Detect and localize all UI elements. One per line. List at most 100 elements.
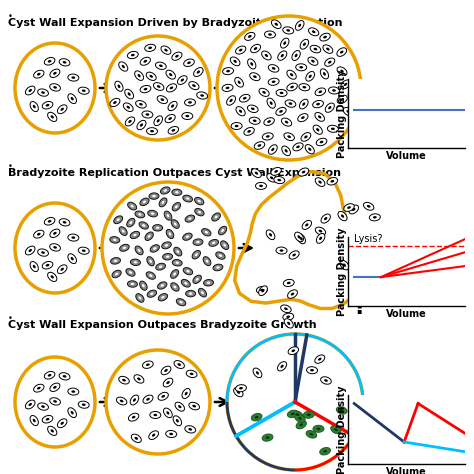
Ellipse shape [184, 282, 187, 284]
Ellipse shape [135, 246, 143, 255]
Ellipse shape [63, 375, 66, 378]
Ellipse shape [296, 146, 300, 148]
Ellipse shape [223, 244, 226, 246]
Ellipse shape [189, 402, 200, 410]
Ellipse shape [316, 138, 327, 146]
Ellipse shape [193, 68, 203, 76]
Ellipse shape [37, 249, 48, 256]
Ellipse shape [130, 231, 140, 238]
Ellipse shape [319, 237, 322, 240]
Ellipse shape [287, 282, 291, 284]
Ellipse shape [159, 198, 167, 207]
Ellipse shape [268, 145, 277, 154]
Ellipse shape [71, 257, 73, 260]
Ellipse shape [302, 102, 305, 106]
Ellipse shape [177, 76, 187, 84]
Ellipse shape [325, 58, 335, 66]
Ellipse shape [182, 112, 193, 119]
Ellipse shape [209, 239, 219, 246]
Ellipse shape [323, 72, 326, 76]
Ellipse shape [251, 108, 255, 110]
Ellipse shape [139, 222, 148, 229]
Ellipse shape [194, 198, 204, 205]
Ellipse shape [166, 84, 177, 92]
Ellipse shape [289, 251, 299, 259]
Ellipse shape [201, 291, 204, 294]
Ellipse shape [182, 233, 192, 240]
Ellipse shape [340, 70, 344, 73]
Ellipse shape [145, 232, 153, 240]
Ellipse shape [309, 74, 312, 78]
Ellipse shape [326, 47, 329, 51]
Ellipse shape [164, 49, 168, 52]
Ellipse shape [128, 120, 132, 123]
Ellipse shape [137, 377, 141, 381]
Ellipse shape [317, 428, 320, 430]
Text: Cyst Wall Expansion Driven by Bradyzoite Replication: Cyst Wall Expansion Driven by Bradyzoite… [8, 18, 343, 28]
Ellipse shape [53, 86, 57, 89]
Ellipse shape [63, 61, 66, 64]
Ellipse shape [37, 233, 41, 236]
Ellipse shape [313, 125, 322, 134]
Ellipse shape [274, 23, 278, 26]
Ellipse shape [48, 374, 52, 377]
Ellipse shape [173, 273, 176, 275]
Ellipse shape [304, 136, 308, 138]
Ellipse shape [318, 358, 321, 361]
Ellipse shape [195, 253, 198, 256]
Ellipse shape [262, 434, 273, 441]
Ellipse shape [287, 410, 298, 418]
Ellipse shape [290, 73, 293, 76]
Ellipse shape [176, 299, 186, 306]
Ellipse shape [146, 272, 155, 279]
Ellipse shape [193, 239, 203, 246]
Ellipse shape [206, 260, 209, 263]
Ellipse shape [199, 288, 207, 297]
Ellipse shape [259, 185, 263, 187]
Ellipse shape [291, 412, 295, 415]
Ellipse shape [41, 251, 45, 254]
Ellipse shape [68, 234, 79, 241]
Ellipse shape [134, 375, 144, 383]
Ellipse shape [146, 398, 150, 401]
Ellipse shape [41, 405, 45, 408]
Ellipse shape [337, 95, 347, 103]
Ellipse shape [185, 115, 189, 117]
Ellipse shape [234, 388, 243, 397]
Ellipse shape [349, 205, 358, 214]
Ellipse shape [279, 110, 283, 113]
Ellipse shape [315, 178, 325, 186]
Ellipse shape [119, 227, 127, 236]
Ellipse shape [176, 250, 179, 253]
Ellipse shape [128, 51, 138, 59]
Ellipse shape [283, 313, 294, 320]
Ellipse shape [119, 244, 129, 251]
Ellipse shape [30, 262, 38, 272]
Ellipse shape [267, 98, 275, 108]
Ellipse shape [219, 254, 222, 257]
Ellipse shape [68, 94, 76, 104]
Ellipse shape [42, 101, 53, 109]
Ellipse shape [313, 100, 323, 108]
Ellipse shape [26, 400, 35, 409]
Ellipse shape [305, 223, 309, 227]
Ellipse shape [292, 411, 303, 419]
Ellipse shape [162, 242, 171, 249]
Ellipse shape [250, 73, 260, 81]
Ellipse shape [130, 205, 134, 208]
Ellipse shape [177, 363, 181, 366]
Ellipse shape [364, 293, 374, 300]
Ellipse shape [120, 400, 123, 402]
Ellipse shape [302, 171, 305, 173]
Ellipse shape [305, 145, 314, 154]
Ellipse shape [53, 386, 56, 389]
Text: Cyst Wall Expansion Outpaces Bradyzoite Growth: Cyst Wall Expansion Outpaces Bradyzoite … [8, 320, 317, 330]
Ellipse shape [133, 234, 137, 236]
Ellipse shape [173, 285, 176, 289]
Ellipse shape [171, 219, 179, 228]
Ellipse shape [249, 117, 260, 124]
Ellipse shape [309, 28, 319, 36]
Ellipse shape [163, 378, 173, 387]
Ellipse shape [270, 101, 273, 105]
Text: •: • [8, 314, 13, 323]
